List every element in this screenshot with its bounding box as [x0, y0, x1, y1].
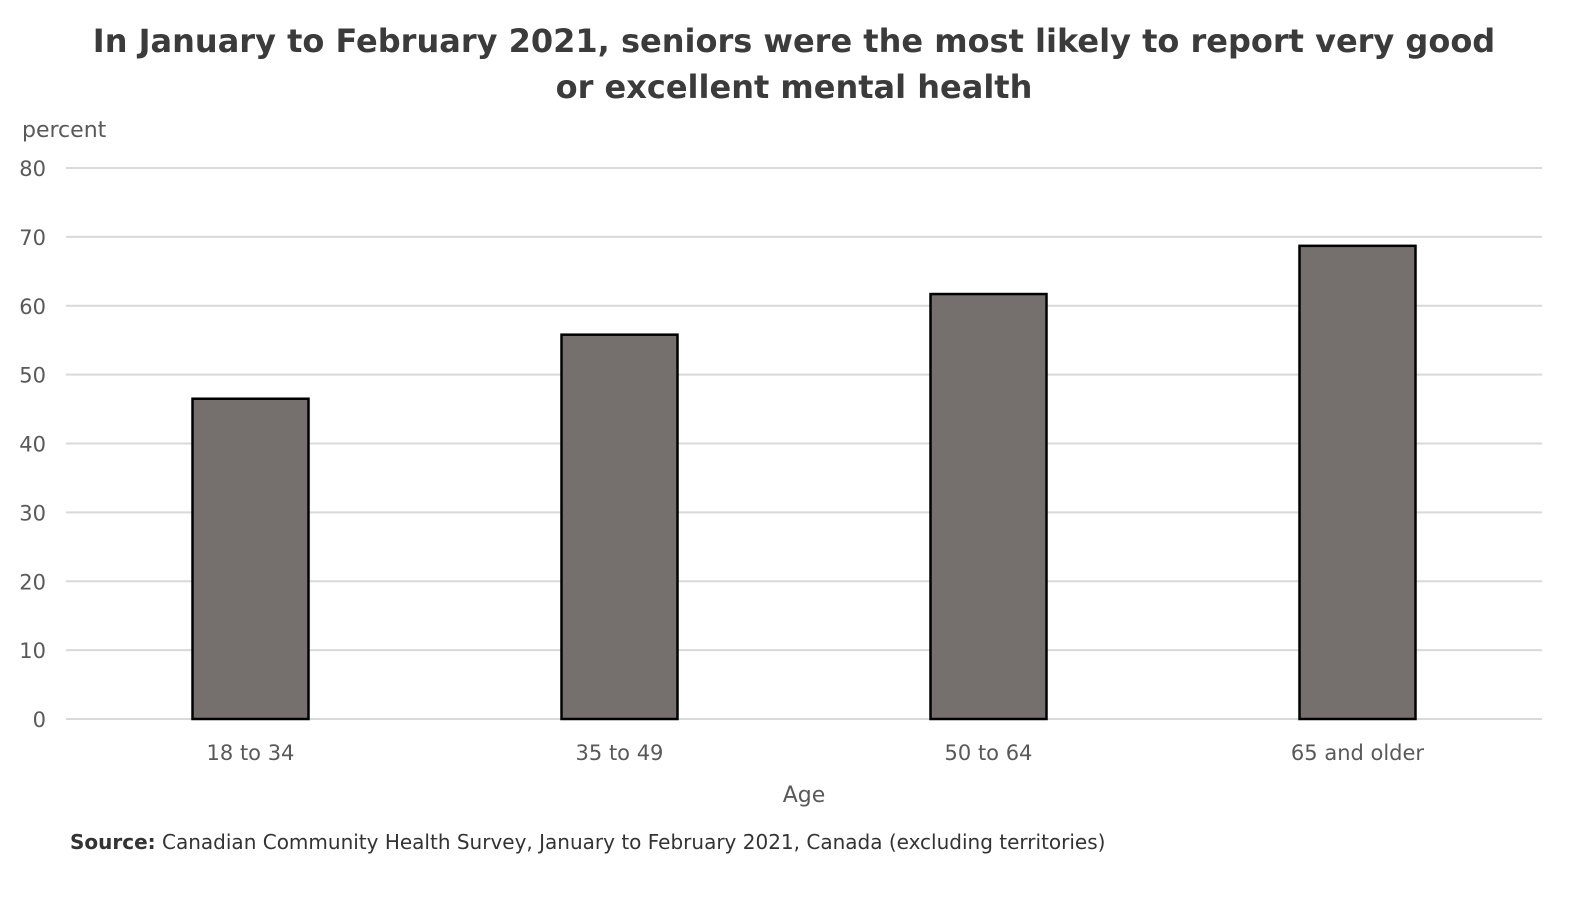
x-tick-labels: 18 to 34 35 to 49 50 to 64 65 and older [207, 741, 1425, 765]
bar-18-to-34 [191, 397, 310, 721]
y-tick-labels: 0 10 20 30 40 50 60 70 80 [19, 157, 46, 732]
bar-35-to-49 [560, 333, 679, 721]
source-text: Canadian Community Health Survey, Januar… [162, 830, 1106, 854]
x-tick-label: 65 and older [1291, 741, 1425, 765]
y-tick-label: 40 [19, 433, 46, 457]
x-tick-label: 35 to 49 [576, 741, 664, 765]
y-tick-label: 60 [19, 295, 46, 319]
x-tick-label: 50 to 64 [945, 741, 1033, 765]
y-tick-label: 20 [19, 570, 46, 594]
gridlines [66, 167, 1542, 720]
source-label: Source: [70, 830, 156, 854]
chart-title-line-2: or excellent mental health [555, 68, 1033, 106]
chart-title-line-1: In January to February 2021, seniors wer… [92, 22, 1496, 60]
y-tick-label: 30 [19, 501, 46, 525]
source-note: Source: Canadian Community Health Survey… [70, 830, 1105, 854]
y-tick-label: 50 [19, 364, 46, 388]
y-tick-label: 70 [19, 226, 46, 250]
chart-title: In January to February 2021, seniors wer… [0, 18, 1588, 110]
y-tick-label: 0 [33, 708, 46, 732]
x-tick-label: 18 to 34 [207, 741, 295, 765]
y-tick-label: 10 [19, 639, 46, 663]
bars [191, 244, 1417, 721]
y-axis-label: percent [22, 118, 107, 143]
bar-50-to-64 [929, 292, 1048, 721]
y-tick-label: 80 [19, 157, 46, 181]
x-axis-label: Age [783, 783, 826, 808]
bar-65-and-older [1298, 244, 1417, 721]
